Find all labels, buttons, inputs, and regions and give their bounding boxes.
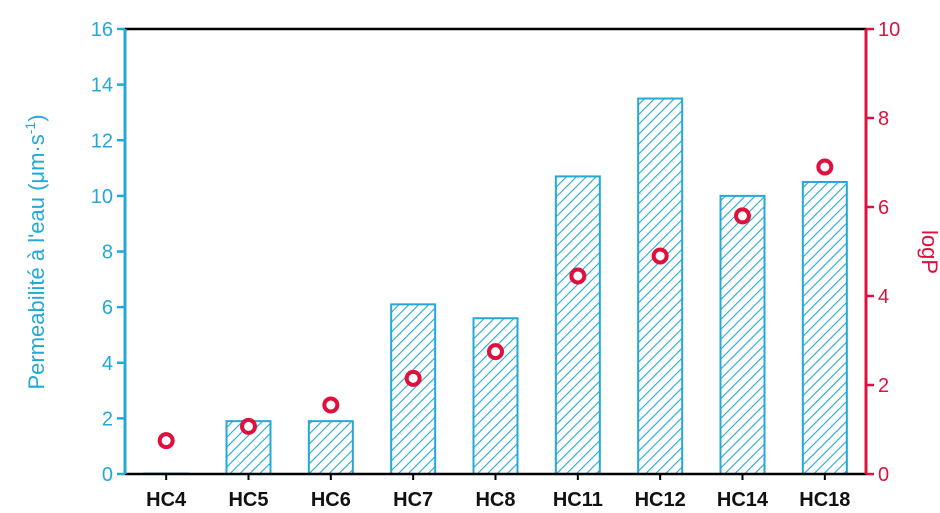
bar-hc11 (554, 175, 601, 475)
bars-layer (143, 97, 848, 475)
y-left-tick-label: 4 (102, 353, 113, 375)
bar-hc12 (637, 97, 684, 475)
y-right-tick-label: 10 (878, 19, 900, 41)
y-right-tick-label: 6 (878, 197, 889, 219)
y-left-tick-label: 10 (91, 186, 113, 208)
bar-hc7 (390, 303, 437, 475)
marker-hc8 (487, 343, 504, 361)
x-tick-label-hc12: HC12 (635, 489, 686, 511)
marker-hc18 (816, 158, 834, 176)
y-axis-left-title-exponent: -1 (22, 122, 38, 135)
marker-hc5 (240, 417, 257, 435)
y-left-tick-label: 8 (102, 242, 113, 264)
x-tick-label-hc18: HC18 (799, 489, 850, 511)
y-right-tick-label: 8 (878, 108, 889, 130)
markers-layer (157, 158, 834, 450)
y-left-tick-label: 14 (91, 75, 113, 97)
bar-hc6 (307, 420, 354, 475)
y-right-tick-label: 4 (878, 286, 889, 308)
x-tick-label-hc6: HC6 (311, 489, 351, 511)
marker-hc4 (157, 432, 175, 450)
x-tick-label-hc14: HC14 (717, 489, 769, 511)
y-axis-right-title: logP (917, 230, 940, 274)
marker-hc6 (322, 396, 340, 414)
x-tick-label-hc4: HC4 (146, 489, 187, 511)
bar-hc18 (801, 180, 848, 475)
marker-hc11 (569, 267, 587, 285)
y-axis-left-title-main: Permeabilité à l'eau (μm·s (24, 134, 49, 389)
marker-hc12 (651, 247, 669, 265)
y-left-tick-label: 2 (102, 408, 113, 430)
y-left-tick-label: 6 (102, 297, 113, 319)
x-tick-label-hc8: HC8 (475, 489, 515, 511)
x-tick-label-hc5: HC5 (228, 489, 268, 511)
bar-hc14 (719, 194, 766, 475)
y-right-tick-label: 2 (878, 375, 889, 397)
y-left-tick-label: 0 (102, 464, 113, 486)
y-left-tick-label: 12 (91, 130, 113, 152)
y-axis-left-title: Permeabilité à l'eau (μm·s-1) (22, 114, 49, 389)
y-right-tick-label: 0 (878, 464, 889, 486)
y-axis-left-title-close: ) (24, 114, 49, 121)
x-tick-label-hc11: HC11 (553, 489, 603, 511)
x-tick-label-hc7: HC7 (393, 489, 433, 511)
labels-layer: 0 2 4 6 8 10 12 14 16 0 2 4 6 8 10 HC4 HC5 HC6 HC7 HC8 HC11 H… (91, 19, 901, 511)
ticks-layer (117, 27, 874, 480)
y-left-tick-label: 16 (91, 19, 113, 41)
marker-hc7 (404, 369, 422, 387)
marker-hc14 (734, 207, 751, 225)
bar-hc8 (472, 317, 519, 475)
